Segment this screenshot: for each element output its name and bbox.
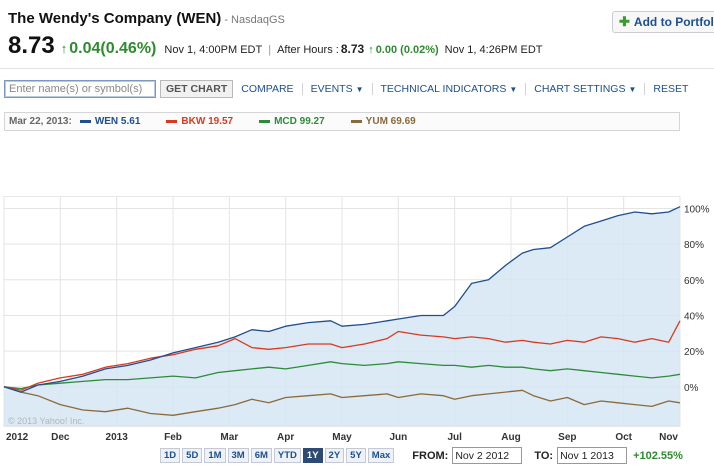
range-button-1d[interactable]: 1D (160, 448, 181, 463)
chart-legend: Mar 22, 2013: WEN 5.61 BKW 19.57 MCD 99.… (4, 112, 680, 131)
x-tick-label: Apr (277, 432, 294, 443)
range-button-max[interactable]: Max (367, 448, 395, 463)
caret-down-icon: ▼ (628, 84, 637, 94)
get-chart-button[interactable]: GET CHART (160, 80, 234, 98)
legend-label: BKW 19.57 (181, 116, 234, 127)
legend-swatch (350, 120, 362, 123)
x-tick-label: Nov (659, 432, 678, 443)
events-menu[interactable]: EVENTS ▼ (311, 83, 373, 95)
symbol-search-input[interactable] (4, 80, 156, 98)
add-to-portfolio-button[interactable]: ✚ Add to Portfolio (612, 11, 714, 33)
from-date-input[interactable] (452, 447, 523, 464)
compare-link[interactable]: COMPARE (241, 83, 303, 95)
series-line-bkw (3, 320, 681, 391)
company-name: The Wendy's Company (WEN) (8, 10, 222, 27)
y-tick-label: 0% (684, 383, 699, 394)
chart-toolbar: GET CHART COMPARE EVENTS▼ TECHNICAL INDI… (4, 79, 696, 99)
copyright-text: © 2013 Yahoo! Inc. (8, 416, 84, 426)
range-button-ytd[interactable]: YTD (273, 448, 301, 463)
series-line-mcd (3, 361, 681, 390)
x-tick-label: Mar (220, 432, 238, 443)
caret-down-icon: ▼ (355, 84, 364, 94)
legend-swatch (259, 120, 271, 123)
caret-down-icon: ▼ (509, 84, 518, 94)
quote-time: Nov 1, 4:00PM EDT (164, 44, 263, 56)
range-button-2y[interactable]: 2Y (324, 448, 345, 463)
legend-swatch (79, 120, 91, 123)
after-hours-time: Nov 1, 4:26PM EDT (444, 44, 543, 56)
y-tick-label: 40% (684, 311, 704, 322)
to-date-input[interactable] (557, 447, 628, 464)
legend-label: YUM 69.69 (365, 116, 416, 127)
series-line-yum (3, 386, 681, 416)
range-button-5y[interactable]: 5Y (346, 448, 366, 463)
range-button-1y[interactable]: 1Y (302, 448, 323, 463)
technical-indicators-label: TECHNICAL INDICATORS (380, 83, 507, 95)
to-label: TO: (534, 449, 554, 462)
compare-label: COMPARE (241, 83, 294, 95)
last-price: 8.73 (8, 32, 55, 59)
from-label: FROM: (412, 449, 449, 462)
legend-item-yum: YUM 69.69 (350, 116, 416, 127)
x-tick-label: Sep (558, 432, 576, 443)
y-tick-label: 20% (684, 347, 704, 358)
legend-swatch (166, 120, 178, 123)
plus-icon: ✚ (619, 14, 630, 29)
after-hours-change: 0.00 (0.02%) (375, 44, 439, 56)
x-tick-label: Feb (164, 432, 182, 443)
header-divider (0, 68, 714, 69)
series-line-wen (3, 206, 681, 393)
legend-item-mcd: MCD 99.27 (259, 116, 325, 127)
chart-settings-menu[interactable]: CHART SETTINGS ▼ (534, 83, 646, 95)
x-tick-label: Oct (615, 432, 632, 443)
x-tick-label: 2012 (6, 432, 29, 443)
exchange-label: - NasdaqGS (224, 14, 285, 26)
y-tick-label: 100% (684, 204, 710, 215)
range-button-1m[interactable]: 1M (204, 448, 226, 463)
range-button-group: 1D 5D 1M 3M 6M YTD 1Y 2Y 5Y Max (160, 448, 396, 463)
reset-link[interactable]: RESET (653, 83, 696, 95)
x-tick-label: 2013 (106, 432, 129, 443)
legend-date: Mar 22, 2013: (9, 116, 72, 127)
arrow-up-icon: ↑ (60, 41, 68, 56)
legend-item-wen: WEN 5.61 (79, 116, 141, 127)
legend-label: MCD 99.27 (274, 116, 325, 127)
chart-settings-label: CHART SETTINGS (534, 83, 626, 95)
legend-item-bkw: BKW 19.57 (166, 116, 233, 127)
range-button-3m[interactable]: 3M (227, 448, 249, 463)
events-label: EVENTS (310, 83, 353, 95)
y-tick-label: 60% (684, 276, 704, 287)
add-portfolio-label: Add to Portfolio (633, 15, 714, 29)
divider: | (268, 44, 272, 56)
company-title: The Wendy's Company (WEN) - NasdaqGS (8, 10, 285, 27)
x-tick-label: May (332, 432, 352, 443)
reset-label: RESET (653, 83, 689, 95)
legend-label: WEN 5.61 (94, 116, 141, 127)
x-tick-label: Dec (51, 432, 70, 443)
range-button-5d[interactable]: 5D (182, 448, 203, 463)
arrow-up-icon: ↑ (368, 44, 374, 56)
x-tick-label: Jul (447, 432, 462, 443)
period-change: +102.55% (633, 449, 683, 462)
after-hours-price: 8.73 (340, 42, 365, 56)
after-hours-label: After Hours : (277, 44, 339, 56)
price-row: 8.73 ↑ 0.04(0.46%) Nov 1, 4:00PM EDT | A… (8, 32, 543, 60)
x-tick-label: Jun (389, 432, 407, 443)
y-tick-label: 80% (684, 240, 704, 251)
range-button-6m[interactable]: 6M (250, 448, 272, 463)
price-change: 0.04(0.46%) (69, 40, 157, 57)
x-tick-label: Aug (501, 432, 520, 443)
comparison-line-chart[interactable]: 100% 80% 60% 40% 20% 0% 2012 Dec 2013 Feb Mar Apr Ma… (0, 196, 714, 446)
technical-indicators-menu[interactable]: TECHNICAL INDICATORS ▼ (381, 83, 527, 95)
